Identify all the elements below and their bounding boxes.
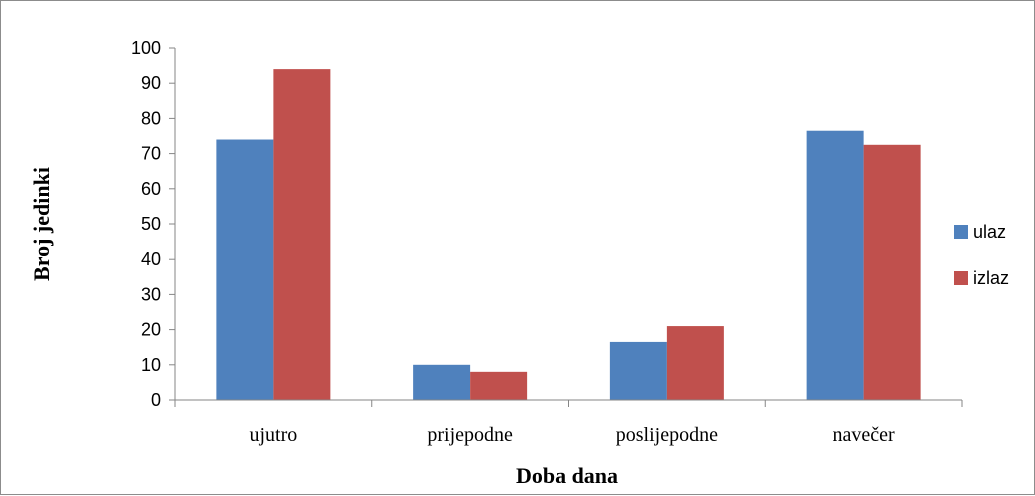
category-labels: ujutro prijepodne poslijepodne navečer	[249, 424, 895, 446]
legend-swatch-ulaz	[954, 225, 968, 239]
x-category-label: prijepodne	[427, 424, 513, 446]
bar-izlaz-2	[666, 326, 724, 400]
y-tick-label: 70	[141, 144, 161, 164]
y-tick-label: 100	[131, 38, 161, 58]
y-tick-label: 10	[141, 355, 161, 375]
legend-label-izlaz: izlaz	[973, 268, 1009, 288]
x-axis-title: Doba dana	[516, 463, 618, 488]
y-tick-label: 30	[141, 284, 161, 304]
bar-ulaz-1	[413, 364, 471, 400]
bar-izlaz-3	[863, 144, 921, 400]
y-axis-ticks: 0 10 20 30 40 50 60 70 80 90 100	[131, 38, 175, 410]
x-category-label: poslijepodne	[616, 424, 718, 446]
bar-ulaz-2	[609, 341, 667, 400]
x-axis-ticks	[174, 400, 963, 407]
legend: ulaz izlaz	[954, 222, 1009, 288]
y-tick-label: 0	[151, 390, 161, 410]
bar-izlaz-0	[273, 69, 331, 401]
bar-izlaz-1	[470, 371, 528, 400]
y-tick-label: 20	[141, 320, 161, 340]
bar-ulaz-0	[216, 139, 274, 400]
y-tick-label: 50	[141, 214, 161, 234]
y-tick-label: 90	[141, 73, 161, 93]
legend-swatch-izlaz	[954, 271, 968, 285]
bar-ulaz-3	[806, 130, 864, 400]
y-tick-label: 40	[141, 249, 161, 269]
legend-label-ulaz: ulaz	[973, 222, 1006, 242]
y-tick-label: 80	[141, 108, 161, 128]
x-category-label: navečer	[833, 424, 896, 446]
y-axis-title: Broj jedinki	[29, 167, 54, 281]
x-category-label: ujutro	[249, 424, 297, 446]
bars	[216, 69, 921, 401]
y-tick-label: 60	[141, 179, 161, 199]
